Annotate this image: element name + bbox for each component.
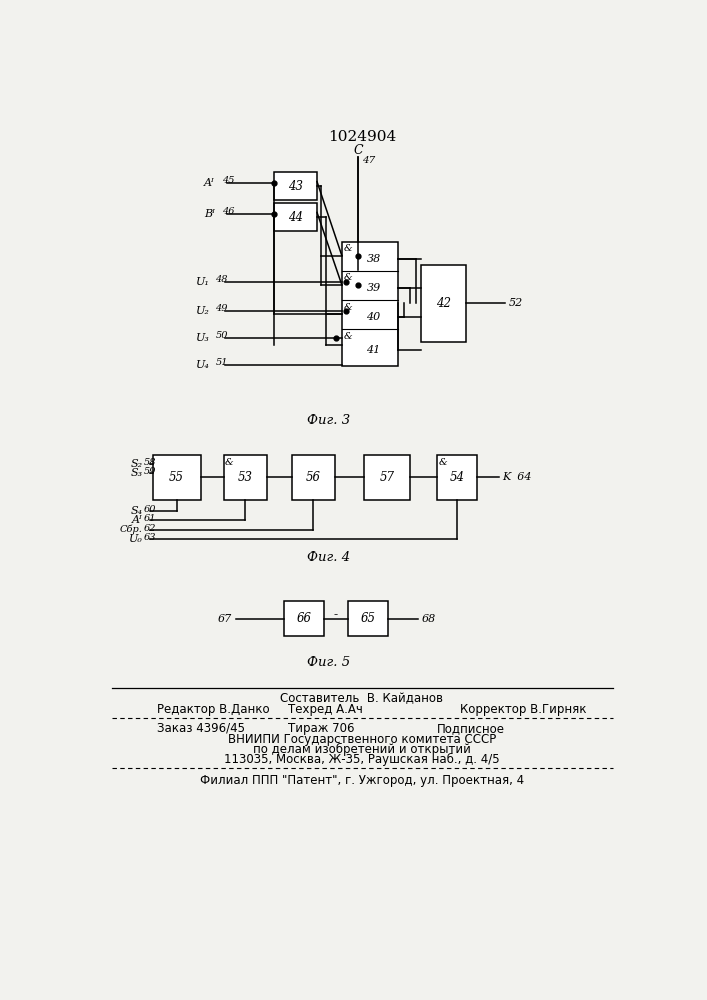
Bar [153,455,201,500]
Text: 65: 65 [361,612,375,625]
Text: U₁: U₁ [196,277,210,287]
Bar [284,601,324,636]
Bar [437,455,477,500]
Text: 39: 39 [366,283,380,293]
Text: &: & [225,458,234,467]
Text: Фиг. 5: Фиг. 5 [307,656,350,669]
Text: &: & [344,303,352,312]
Text: S₄: S₄ [131,506,143,516]
Text: 51: 51 [216,358,228,367]
Bar [292,455,335,500]
Text: 43: 43 [288,180,303,193]
Text: 67: 67 [218,614,232,624]
Text: U₄: U₄ [196,360,210,370]
Bar [363,455,410,500]
Text: 61: 61 [144,514,157,523]
Text: K  64: K 64 [502,472,532,482]
Text: &: & [344,332,352,341]
Text: 53: 53 [238,471,252,484]
Text: Aᴵ: Aᴵ [132,515,143,525]
Text: 45: 45 [222,176,234,185]
Text: ВНИИПИ Государственного комитета СССР: ВНИИПИ Государственного комитета СССР [228,733,496,746]
Text: 66: 66 [296,612,311,625]
Text: 1024904: 1024904 [328,130,396,144]
Text: 38: 38 [366,254,380,264]
Text: &: & [344,244,352,253]
Text: 63: 63 [144,533,157,542]
Text: Cбр.: Cбр. [119,525,143,534]
Text: U₃: U₃ [196,333,210,343]
Bar [274,203,317,231]
Text: Подписное: Подписное [437,722,505,735]
Text: U₂: U₂ [196,306,210,316]
Text: &: & [438,458,447,467]
Text: &: & [344,273,352,282]
Text: 54: 54 [450,471,464,484]
Text: -: - [334,608,338,621]
Text: C: C [354,144,363,157]
Bar [274,172,317,200]
Text: 46: 46 [222,207,234,216]
Text: Корректор В.Гирняк: Корректор В.Гирняк [460,703,587,716]
Text: 41: 41 [366,345,380,355]
Text: 44: 44 [288,211,303,224]
Text: Фиг. 3: Фиг. 3 [307,414,350,427]
Text: Фиг. 4: Фиг. 4 [307,551,350,564]
Text: U₀: U₀ [129,534,143,544]
Text: 68: 68 [421,614,436,624]
Text: 52: 52 [508,298,522,308]
Text: 58: 58 [144,458,157,467]
Text: Aᴵ: Aᴵ [204,178,215,188]
Text: 50: 50 [216,331,228,340]
Text: 47: 47 [362,156,375,165]
Text: 48: 48 [216,275,228,284]
Text: 56: 56 [305,471,321,484]
Text: Составитель  В. Кайданов: Составитель В. Кайданов [281,693,443,706]
Text: 57: 57 [379,471,395,484]
Bar [341,242,397,366]
Text: Техред А.Ач: Техред А.Ач [288,703,363,716]
Text: 40: 40 [366,312,380,322]
Text: Заказ 4396/45: Заказ 4396/45 [156,722,245,735]
Text: Bᴵ: Bᴵ [204,209,215,219]
Text: 113035, Москва, Ж-35, Раушская наб., д. 4/5: 113035, Москва, Ж-35, Раушская наб., д. … [224,753,500,766]
Text: Филиал ППП "Патент", г. Ужгород, ул. Проектная, 4: Филиал ППП "Патент", г. Ужгород, ул. Про… [200,774,524,787]
Text: 59: 59 [144,467,157,476]
Bar [348,601,388,636]
Text: 62: 62 [144,524,157,533]
Text: S₃: S₃ [131,468,143,478]
Bar [224,455,267,500]
Bar [421,265,466,342]
Text: Редактор В.Данко: Редактор В.Данко [156,703,269,716]
Text: 42: 42 [436,297,451,310]
Text: S₂: S₂ [131,459,143,469]
Text: Тираж 706: Тираж 706 [288,722,355,735]
Text: 49: 49 [216,304,228,313]
Text: 60: 60 [144,505,157,514]
Text: 55: 55 [169,471,185,484]
Text: по делам изобретений и открытий: по делам изобретений и открытий [253,743,471,756]
